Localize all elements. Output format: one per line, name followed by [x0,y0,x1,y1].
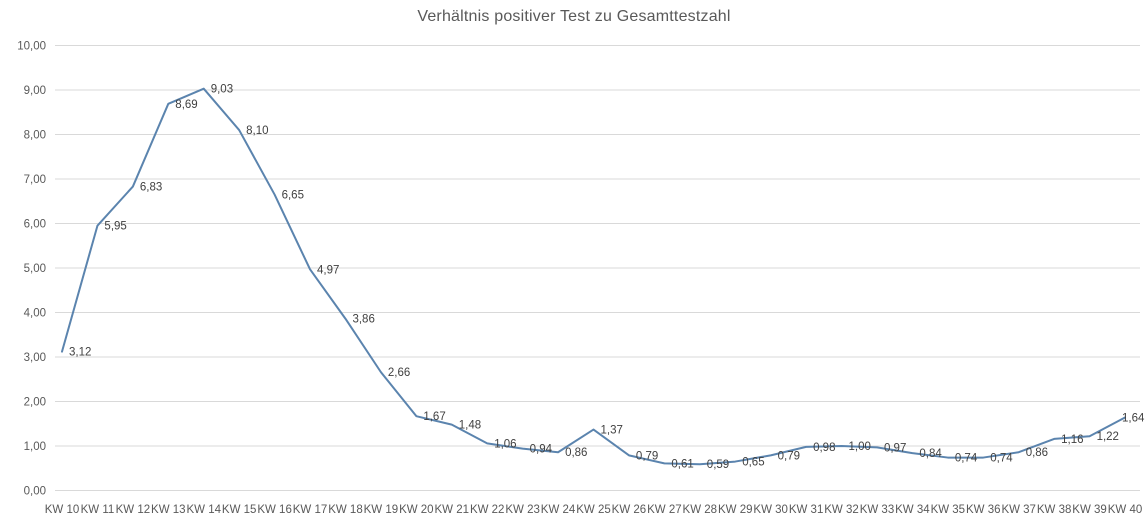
data-label: 0,65 [742,457,764,469]
y-tick-label: 6,00 [24,219,46,231]
x-axis-label: KW 38 [1037,504,1072,516]
x-axis-label: KW 20 [399,504,434,516]
data-label: 4,97 [317,264,339,276]
y-tick-label: 9,00 [24,85,46,97]
y-tick-label: 0,00 [24,486,46,498]
data-label: 0,86 [1026,447,1048,459]
data-label: 0,79 [636,450,658,462]
chart-title: Verhältnis positiver Test zu Gesamttestz… [417,8,731,25]
x-axis-label: KW 11 [81,504,115,516]
x-axis-label: KW 22 [470,504,505,516]
data-label: 1,16 [1061,434,1083,446]
data-label: 0,97 [884,442,906,454]
x-axis-label: KW 25 [576,504,611,516]
x-axis-label: KW 14 [186,504,221,516]
data-label: 1,00 [849,441,871,453]
data-label: 9,03 [211,84,233,96]
y-tick-label: 2,00 [24,397,46,409]
data-label: 3,86 [352,314,374,326]
x-axis-label: KW 28 [683,504,718,516]
x-axis-label: KW 35 [931,504,966,516]
x-axis-label: KW 37 [1001,504,1036,516]
x-axis-label: KW 40 [1108,504,1143,516]
x-axis-label: KW 10 [45,504,80,516]
x-axis-label: KW 21 [435,504,470,516]
series-line [61,87,1126,466]
x-axis-label: KW 29 [718,504,753,516]
data-label: 0,79 [778,450,800,462]
y-tick-label: 3,00 [24,352,46,364]
data-label: 0,86 [565,447,587,459]
data-label: 8,10 [246,125,268,137]
x-axis-label: KW 13 [151,504,186,516]
data-label: 5,95 [104,221,126,233]
data-label: 0,59 [707,459,729,471]
x-axis-label: KW 34 [895,504,930,516]
data-label: 6,83 [140,182,162,194]
y-tick-label: 8,00 [24,130,46,142]
x-axis-label: KW 30 [753,504,788,516]
x-axis-label: KW 15 [222,504,257,516]
x-axis-label: KW 19 [364,504,399,516]
data-label: 1,06 [494,438,516,450]
data-label: 1,64 [1122,413,1145,425]
x-axis-label: KW 24 [541,504,576,516]
data-label: 8,69 [175,99,197,111]
y-tick-label: 7,00 [24,174,46,186]
data-label: 0,61 [671,458,693,470]
y-tick-label: 5,00 [24,263,46,275]
x-axis-label: KW 16 [257,504,292,516]
data-label: 0,84 [919,448,942,460]
x-axis-label: KW 27 [647,504,682,516]
x-axis-label: KW 32 [824,504,859,516]
x-axis-label: KW 12 [116,504,151,516]
y-tick-label: 1,00 [24,441,46,453]
data-label: 0,74 [955,453,978,465]
data-label: 1,37 [601,425,623,437]
x-axis-label: KW 36 [966,504,1001,516]
x-axis-label: KW 26 [612,504,647,516]
x-axis-label: KW 17 [293,504,328,516]
x-axis-label: KW 31 [789,504,824,516]
x-axis-label: KW 18 [328,504,363,516]
y-tick-label: 10,00 [17,41,46,53]
data-label: 6,65 [282,190,304,202]
data-label: 2,66 [388,367,410,379]
data-label: 0,98 [813,442,835,454]
data-label: 1,22 [1097,431,1119,443]
x-axis-label: KW 23 [505,504,540,516]
data-label: 0,74 [990,453,1013,465]
data-label: 1,67 [423,411,445,423]
data-label: 0,94 [530,444,553,456]
x-axis-label: KW 39 [1072,504,1107,516]
x-axis-label: KW 33 [860,504,895,516]
y-tick-label: 4,00 [24,308,46,320]
data-label: 1,48 [459,420,481,432]
data-label: 3,12 [69,347,91,359]
